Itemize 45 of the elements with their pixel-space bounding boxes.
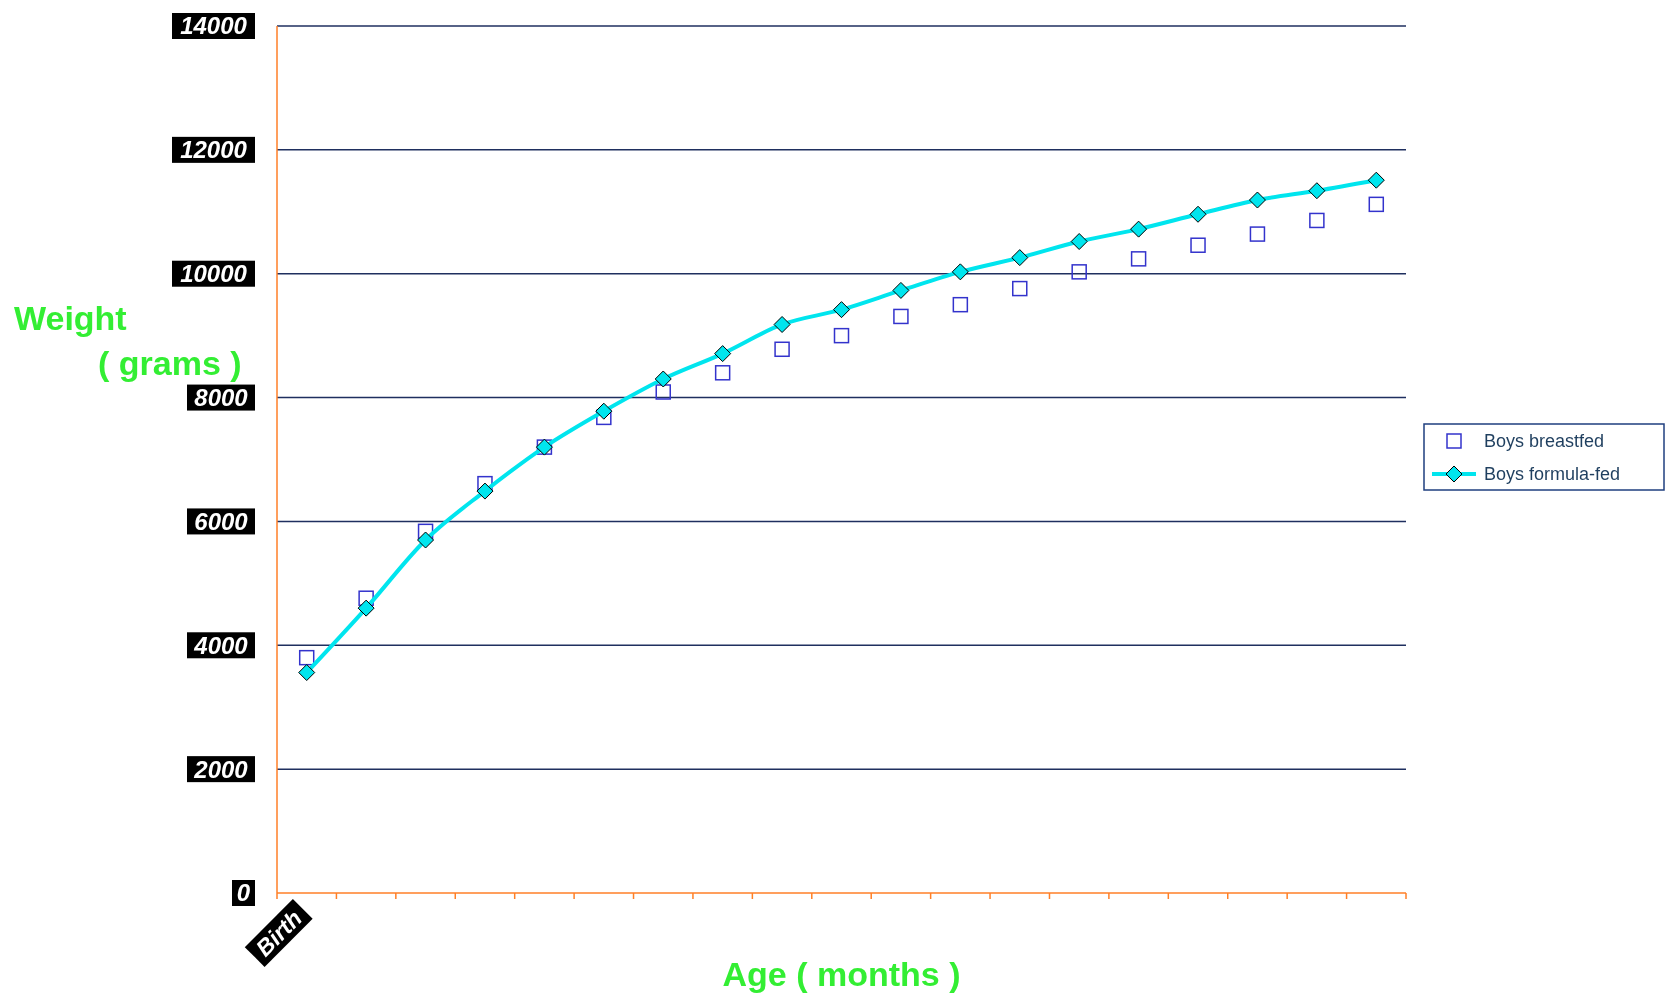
point <box>1367 171 1385 189</box>
point <box>1189 205 1207 223</box>
point <box>1308 182 1326 200</box>
y-tick-label: 12000 <box>180 136 248 164</box>
point <box>1012 280 1028 297</box>
point <box>476 482 494 500</box>
point <box>654 370 672 388</box>
y-tick-label: 4000 <box>193 631 249 659</box>
point <box>1130 251 1147 267</box>
point <box>1190 237 1206 253</box>
y-tick-label: 6000 <box>194 507 249 535</box>
x-axis-title: Age ( months ) <box>722 955 961 993</box>
point <box>951 263 969 281</box>
point <box>714 365 731 381</box>
point <box>833 327 850 344</box>
point <box>1130 220 1148 238</box>
point <box>1070 233 1088 251</box>
point <box>298 649 315 666</box>
point <box>298 664 316 682</box>
point <box>417 523 434 540</box>
point <box>893 308 909 325</box>
y-tick-label: 10000 <box>180 260 248 288</box>
point <box>892 281 910 299</box>
point <box>714 345 732 363</box>
y-tick-label: 0 <box>236 879 251 907</box>
point <box>774 341 790 358</box>
point <box>655 384 671 400</box>
legend-label: Boys breastfed <box>1484 431 1605 452</box>
point <box>952 296 969 313</box>
point <box>417 531 435 549</box>
y-tick-label: 14000 <box>180 12 248 40</box>
point <box>1071 264 1087 280</box>
y-axis-title: Weight ( grams ) <box>14 299 242 382</box>
point <box>1248 191 1266 209</box>
point <box>1011 249 1029 267</box>
point <box>773 316 791 333</box>
point <box>833 301 850 319</box>
y-tick-label: 8000 <box>194 383 249 411</box>
point <box>1309 212 1325 229</box>
point <box>595 402 613 420</box>
point <box>1249 226 1266 242</box>
y-tick-label: 2000 <box>193 755 249 783</box>
point <box>357 599 375 617</box>
point <box>1368 196 1385 213</box>
legend-label: Boys formula-fed <box>1484 464 1621 485</box>
